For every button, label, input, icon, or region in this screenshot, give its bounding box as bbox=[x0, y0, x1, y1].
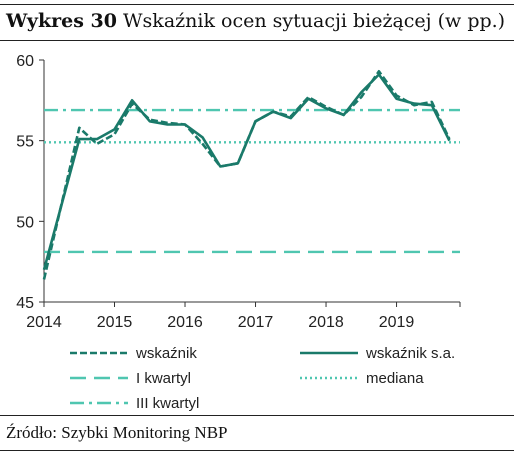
series-line-0 bbox=[42, 70, 451, 280]
top-rule bbox=[0, 4, 514, 5]
chart-number: Wykres 30 bbox=[6, 10, 117, 32]
chart-legend: wskaźnik wskaźnik s.a. I kwartyl mediana III… bbox=[70, 345, 455, 412]
chart-svg: 45 50 55 60 2014 2015 2016 2017 2018 2019 wskaźni… bbox=[16, 53, 461, 412]
legend-label-2: I kwartyl bbox=[136, 370, 191, 387]
reference-lines bbox=[44, 108, 460, 254]
x-tick-label: 2018 bbox=[308, 314, 344, 331]
legend-label-4: III kwartyl bbox=[136, 395, 199, 412]
series-lines bbox=[42, 70, 451, 280]
legend-label-0: wskaźnik bbox=[135, 345, 197, 362]
chart-title-text: Wskaźnik ocen sytuacji bieżącej (w pp.) bbox=[123, 10, 506, 32]
legend-label-1: wskaźnik s.a. bbox=[365, 345, 455, 362]
series-line-1 bbox=[42, 73, 451, 271]
legend-label-3: mediana bbox=[366, 370, 424, 387]
source-rule bbox=[0, 415, 514, 416]
y-tick-label: 55 bbox=[16, 134, 34, 151]
x-tick-label: 2019 bbox=[379, 314, 415, 331]
x-tick-label: 2017 bbox=[238, 314, 274, 331]
chart-axes: 45 50 55 60 2014 2015 2016 2017 2018 2019 bbox=[16, 53, 461, 331]
source-note: Źródło: Szybki Monitoring NBP bbox=[6, 423, 228, 442]
y-tick-label: 50 bbox=[16, 214, 34, 231]
chart-title: Wykres 30 Wskaźnik ocen sytuacji bieżące… bbox=[6, 10, 505, 32]
x-tick-label: 2015 bbox=[97, 314, 133, 331]
x-tick-label: 2014 bbox=[26, 314, 62, 331]
bottom-rule bbox=[0, 450, 514, 451]
y-tick-label: 45 bbox=[16, 295, 34, 312]
y-tick-label: 60 bbox=[16, 53, 34, 70]
title-rule bbox=[0, 40, 514, 41]
x-tick-label: 2016 bbox=[167, 314, 203, 331]
